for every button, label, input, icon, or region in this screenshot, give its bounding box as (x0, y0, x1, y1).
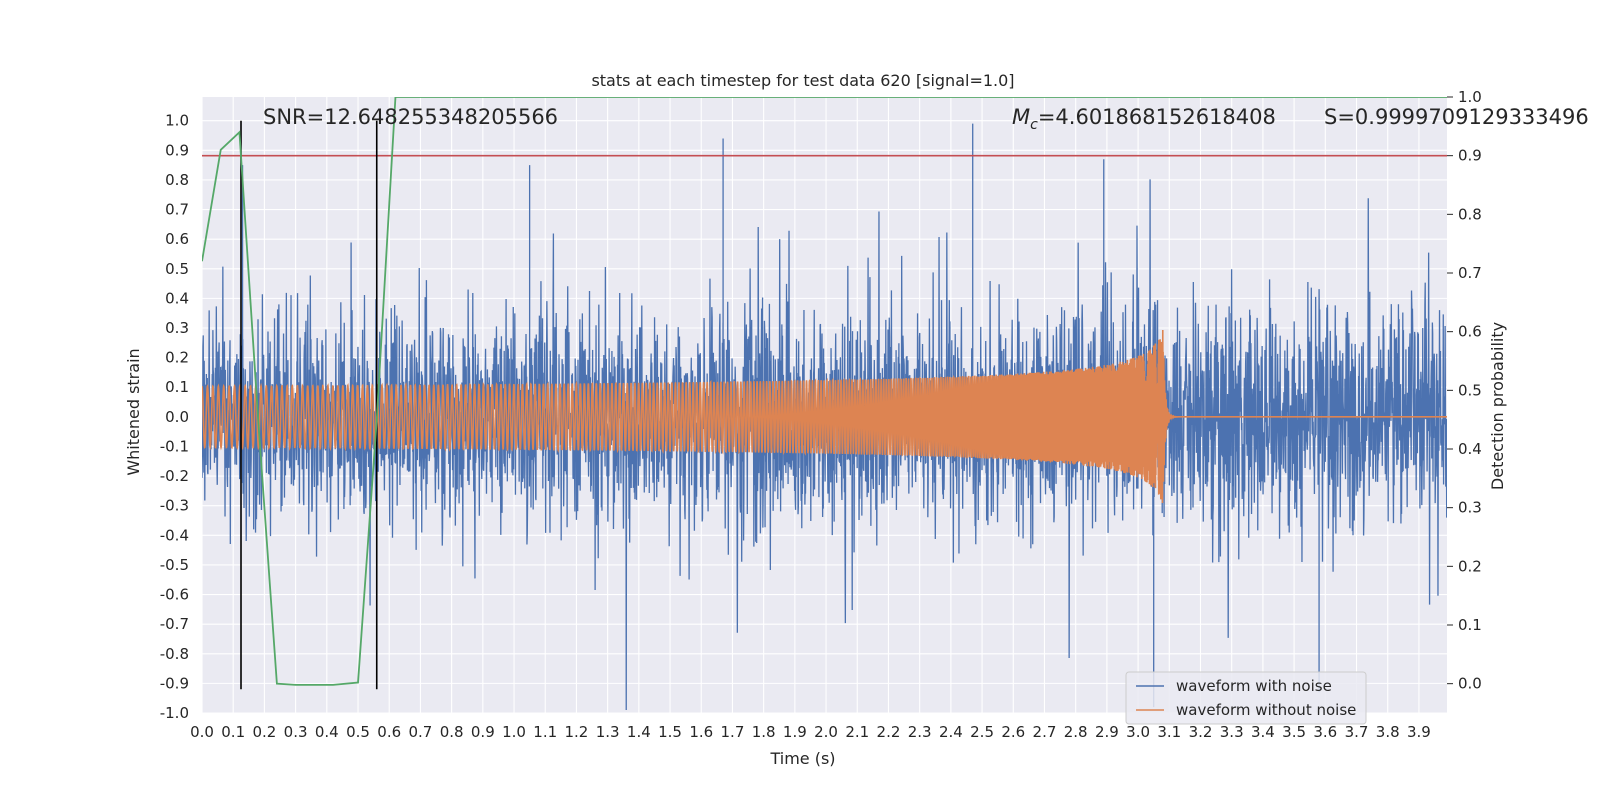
y2-axis-label: Detection probability (1488, 322, 1507, 490)
x-tick-label: 2.9 (1095, 723, 1119, 741)
y-tick-label: 1.0 (165, 112, 189, 130)
x-tick-label: 3.5 (1282, 723, 1306, 741)
y-tick-label: -0.4 (160, 526, 189, 544)
series-waveform-without-noise (202, 329, 1447, 504)
x-tick-label: 2.7 (1033, 723, 1057, 741)
x-tick-label: 1.9 (783, 723, 807, 741)
mc-annotation: Mc=4.601868152618408 (1012, 105, 1276, 133)
y-tick-label: 0.3 (165, 319, 189, 337)
x-tick-label: 3.0 (1126, 723, 1150, 741)
x-tick-label: 1.4 (627, 723, 651, 741)
x-tick-label: 3.1 (1157, 723, 1181, 741)
y2-tick-label: 0.3 (1458, 499, 1482, 517)
y-tick-label: 0.4 (165, 289, 189, 307)
legend-box (1125, 671, 1367, 725)
y-tick-label: -0.8 (160, 645, 189, 663)
y-tick-label: -0.1 (160, 437, 189, 455)
x-axis-ticks: 0.0 0.1 0.2 0.3 0.4 0.5 0.6 0.7 0.8 0.9 1.0 1.1 1.2 1… (190, 723, 1431, 741)
y-tick-label: 0.7 (165, 201, 189, 219)
x-tick-label: 2.5 (970, 723, 994, 741)
plot-layer (202, 97, 1447, 711)
x-tick-label: 3.2 (1189, 723, 1213, 741)
y-tick-label: -1.0 (160, 704, 189, 722)
mc-subscript: c (1030, 117, 1038, 133)
y-tick-label: -0.6 (160, 586, 189, 604)
y2-tick-label: 0.5 (1458, 381, 1482, 399)
y-tick-label: -0.5 (160, 556, 189, 574)
legend: waveform with noise waveform without noi… (1125, 671, 1367, 725)
x-tick-label: 1.6 (689, 723, 713, 741)
y2-tick-label: 1.0 (1458, 88, 1482, 106)
y-tick-label: 0.9 (165, 141, 189, 159)
x-tick-label: 0.6 (377, 723, 401, 741)
y-tick-label: 0.5 (165, 260, 189, 278)
x-tick-label: 0.0 (190, 723, 214, 741)
y-tick-label: 0.8 (165, 171, 189, 189)
x-tick-label: 2.1 (845, 723, 869, 741)
chart-title: stats at each timestep for test data 620… (591, 71, 1014, 90)
legend-label-clean: waveform without noise (1176, 701, 1356, 719)
y-tick-label: -0.3 (160, 497, 189, 515)
snr-annotation: SNR=12.648255348205566 (263, 105, 558, 129)
x-tick-label: 2.3 (908, 723, 932, 741)
x-tick-label: 1.0 (502, 723, 526, 741)
y2-axis-ticks: 0.0 0.1 0.2 0.3 0.4 0.5 0.6 0.7 0.8 0.9 1.0 (1447, 88, 1482, 693)
s-annotation: S=0.9999709129333496 (1324, 105, 1589, 129)
y2-tick-label: 0.9 (1458, 147, 1482, 165)
y-tick-label: 0.2 (165, 349, 189, 367)
x-tick-label: 3.7 (1345, 723, 1369, 741)
y2-tick-label: 0.2 (1458, 557, 1482, 575)
x-axis-label: Time (s) (769, 749, 835, 768)
x-tick-label: 1.7 (721, 723, 745, 741)
y-tick-label: 0.6 (165, 230, 189, 248)
x-tick-label: 0.5 (346, 723, 370, 741)
y2-tick-label: 0.8 (1458, 205, 1482, 223)
mc-value: =4.601868152618408 (1038, 105, 1276, 129)
x-tick-label: 2.2 (877, 723, 901, 741)
y-tick-label: -0.9 (160, 674, 189, 692)
x-tick-label: 1.2 (565, 723, 589, 741)
y-tick-label: 0.0 (165, 408, 189, 426)
x-tick-label: 2.4 (939, 723, 963, 741)
x-tick-label: 1.8 (752, 723, 776, 741)
mc-symbol: M (1012, 105, 1030, 129)
x-tick-label: 0.9 (471, 723, 495, 741)
y2-tick-label: 0.1 (1458, 616, 1482, 634)
x-tick-label: 0.4 (315, 723, 339, 741)
x-tick-label: 3.9 (1407, 723, 1431, 741)
x-tick-label: 3.4 (1251, 723, 1275, 741)
x-tick-label: 3.8 (1376, 723, 1400, 741)
y-axis-label: Whitened strain (124, 348, 143, 475)
x-tick-label: 2.0 (814, 723, 838, 741)
x-tick-label: 0.2 (252, 723, 276, 741)
series-detection-probability (202, 97, 1447, 686)
x-tick-label: 1.3 (596, 723, 620, 741)
x-tick-label: 2.8 (1064, 723, 1088, 741)
y2-tick-label: 0.6 (1458, 323, 1482, 341)
y-axis-ticks: -1.0 -0.9 -0.8 -0.7 -0.6 -0.5 -0.4 -0.3 -0.2 -0.1… (160, 112, 189, 722)
y-tick-label: 0.1 (165, 378, 189, 396)
y2-tick-label: 0.4 (1458, 440, 1482, 458)
x-tick-label: 2.6 (1001, 723, 1025, 741)
x-tick-label: 1.1 (533, 723, 557, 741)
y2-tick-label: 0.7 (1458, 264, 1482, 282)
y-tick-label: -0.2 (160, 467, 189, 485)
x-tick-label: 0.7 (408, 723, 432, 741)
x-tick-label: 3.6 (1313, 723, 1337, 741)
x-tick-label: 3.3 (1220, 723, 1244, 741)
y-tick-label: -0.7 (160, 615, 189, 633)
x-tick-label: 0.1 (221, 723, 245, 741)
x-tick-label: 1.5 (658, 723, 682, 741)
y2-tick-label: 0.0 (1458, 675, 1482, 693)
x-tick-label: 0.8 (440, 723, 464, 741)
legend-label-noisy: waveform with noise (1176, 677, 1332, 695)
x-tick-label: 0.3 (284, 723, 308, 741)
